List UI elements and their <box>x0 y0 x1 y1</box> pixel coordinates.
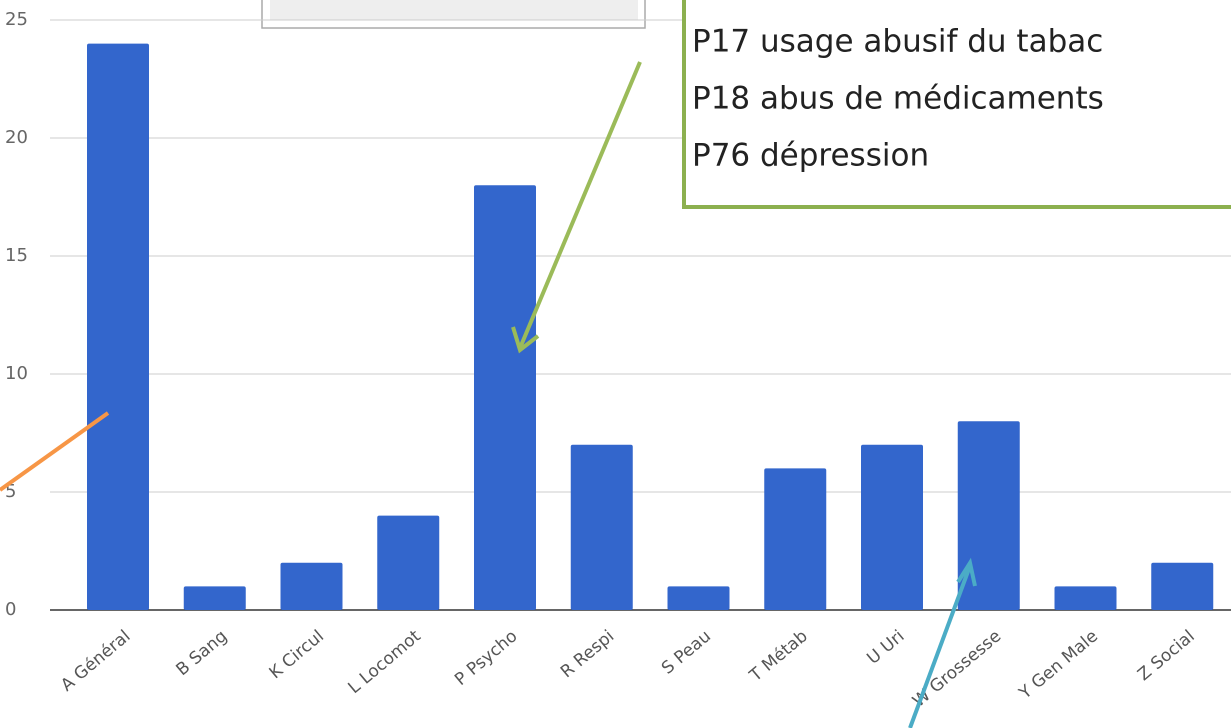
x-tick-label: S Peau <box>658 626 715 678</box>
x-tick-label: W Grossesse <box>909 626 1005 711</box>
bar <box>571 445 633 610</box>
x-tick-label: Y Gen Male <box>1015 626 1102 704</box>
y-tick-label: 25 <box>5 9 28 30</box>
y-tick-label: 15 <box>5 245 28 266</box>
bar <box>87 44 149 610</box>
x-tick-label: T Métab <box>745 626 811 686</box>
annotation-text: P18 abus de médicaments <box>692 81 1104 117</box>
inset-image-content <box>270 0 638 20</box>
x-tick-label: K Circul <box>266 626 328 683</box>
x-tick-label: L Locomot <box>345 626 425 698</box>
bar <box>958 421 1020 610</box>
arrow <box>520 62 640 348</box>
x-tick-label: P Psycho <box>451 626 521 690</box>
x-tick-label: A Général <box>57 626 134 695</box>
bar <box>377 516 439 610</box>
bar <box>1055 586 1117 610</box>
bar <box>1151 563 1213 610</box>
bar <box>184 586 246 610</box>
x-tick-label: R Respi <box>557 626 618 682</box>
y-tick-label: 10 <box>5 363 28 384</box>
chart: 0510152025A GénéralB SangK CirculL Locom… <box>0 0 1231 728</box>
bar <box>861 445 923 610</box>
annotation-text: P76 dépression <box>692 138 929 174</box>
annotation-text: P17 usage abusif du tabac <box>692 24 1103 60</box>
y-tick-label: 20 <box>5 127 28 148</box>
bar <box>668 586 730 610</box>
x-tick-label: U Uri <box>863 626 908 668</box>
bar <box>281 563 343 610</box>
y-tick-label: 0 <box>5 599 16 620</box>
x-tick-label: B Sang <box>172 626 231 680</box>
bar <box>474 185 536 610</box>
x-tick-label: Z Social <box>1134 626 1199 685</box>
bar <box>764 468 826 610</box>
